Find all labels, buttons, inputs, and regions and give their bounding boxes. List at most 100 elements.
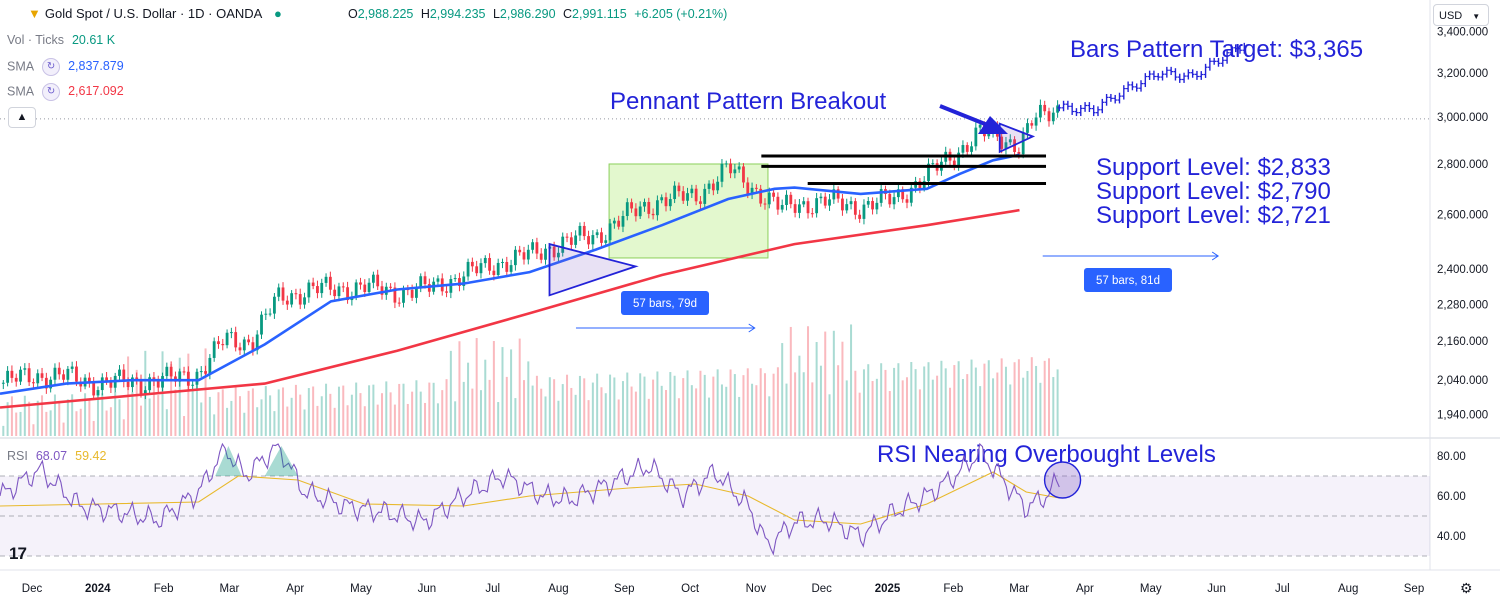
volume-bar <box>178 357 181 436</box>
candle-body <box>707 183 711 189</box>
candle-body <box>281 287 285 301</box>
volume-bar <box>677 398 680 436</box>
sma-fast-indicator[interactable]: SMA ↻ 2,837.879 <box>7 58 124 76</box>
volume-bar <box>871 381 874 436</box>
volume-indicator[interactable]: Vol · Ticks 20.61 K <box>7 33 115 47</box>
volume-bar <box>819 365 822 436</box>
sma-slow-indicator[interactable]: SMA ↻ 2,617.092 <box>7 83 124 101</box>
candle-body <box>57 367 61 375</box>
volume-bar <box>699 370 702 436</box>
volume-bar <box>523 380 526 436</box>
time-tick-label: Jul <box>485 583 500 595</box>
candle-body <box>802 201 806 205</box>
volume-bar <box>1056 369 1059 436</box>
time-tick-label: May <box>1140 583 1162 595</box>
rsi-line <box>0 442 1060 556</box>
volume-bar <box>277 389 280 436</box>
candle-body <box>690 188 694 194</box>
pennant-arrow-shaft <box>939 104 991 128</box>
volume-bar <box>475 338 478 436</box>
volume-bar <box>454 401 457 436</box>
volume-bar <box>1009 384 1012 436</box>
volume-bar <box>1043 360 1046 436</box>
volume-bar <box>1047 358 1050 436</box>
volume-bar <box>36 400 39 436</box>
candle-body <box>40 373 44 378</box>
volume-bar <box>888 391 891 436</box>
candle-body <box>832 189 836 200</box>
volume-bar <box>776 367 779 436</box>
candle-body <box>1047 111 1051 122</box>
support-annotation-1: Support Level: $2,833 <box>1096 154 1331 181</box>
rsi-overbought-fill <box>264 446 298 476</box>
candle-body <box>105 377 108 383</box>
volume-bar <box>772 373 775 436</box>
volume-bar <box>350 394 353 436</box>
candle-body <box>122 369 126 382</box>
candle-body <box>754 187 758 189</box>
volume-bar <box>355 382 358 436</box>
volume-bar <box>28 401 31 436</box>
volume-bar <box>742 375 745 436</box>
volume-bar <box>587 400 590 436</box>
volume-bar <box>66 399 69 436</box>
volume-bar <box>604 393 607 436</box>
volume-bar <box>992 378 995 436</box>
volume-bar <box>527 361 530 436</box>
candle-body <box>544 248 547 260</box>
volume-bar <box>983 363 986 436</box>
candle-body <box>617 220 621 227</box>
candle-body <box>729 163 732 174</box>
volume-bar <box>979 386 982 436</box>
candle-body <box>221 344 225 346</box>
volume-bar <box>251 388 254 436</box>
candle-body <box>595 232 599 236</box>
volume-bar <box>471 388 474 436</box>
volume-bar <box>630 386 633 436</box>
rsi-value: 68.07 <box>35 449 68 463</box>
volume-bar <box>940 360 943 436</box>
volume-bar <box>19 411 22 436</box>
refresh-icon[interactable]: ↻ <box>42 83 61 101</box>
volume-bar <box>415 380 418 436</box>
candle-body <box>505 261 509 272</box>
candle-body <box>578 225 582 236</box>
volume-bar <box>71 394 74 436</box>
volume-bar <box>768 396 771 436</box>
volume-bar <box>802 372 805 436</box>
candle-body <box>798 204 801 213</box>
volume-bar <box>686 370 689 436</box>
volume-bar <box>957 361 960 436</box>
rsi-indicator[interactable]: RSI 68.07 59.42 <box>7 449 106 463</box>
candle-body <box>574 235 578 245</box>
candle-body <box>862 204 866 219</box>
volume-bar <box>867 364 870 436</box>
symbol-title[interactable]: ▼ Gold Spot / U.S. Dollar · 1D · OANDA ● <box>28 6 282 21</box>
price-tick-label: 3,200.000 <box>1437 68 1488 80</box>
open-value: 2,988.225 <box>357 7 414 21</box>
currency-select[interactable]: USD ▼ <box>1433 4 1489 26</box>
volume-bar <box>290 397 293 436</box>
candle-body <box>776 196 780 210</box>
rsi-annotation: RSI Nearing Overbought Levels <box>877 441 1216 468</box>
gear-icon[interactable]: ⚙ <box>1460 580 1473 596</box>
refresh-icon[interactable]: ↻ <box>42 58 61 76</box>
candle-body <box>634 208 638 217</box>
collapse-indicators-button[interactable]: ▲ <box>8 107 36 128</box>
volume-bar <box>217 392 220 436</box>
chevron-down-icon: ▼ <box>1472 12 1481 21</box>
volume-bar <box>195 368 198 436</box>
candle-body <box>419 276 423 289</box>
volume-bar <box>690 385 693 436</box>
candle-body <box>462 276 466 286</box>
candle-body <box>565 236 569 238</box>
volume-bar <box>294 384 297 436</box>
volume-bar <box>484 359 487 436</box>
volume-bar <box>264 386 267 436</box>
candle-body <box>156 380 160 388</box>
volume-bar <box>716 369 719 436</box>
candle-body <box>1004 142 1008 149</box>
candle-body <box>952 160 956 167</box>
volume-bar <box>368 385 371 436</box>
